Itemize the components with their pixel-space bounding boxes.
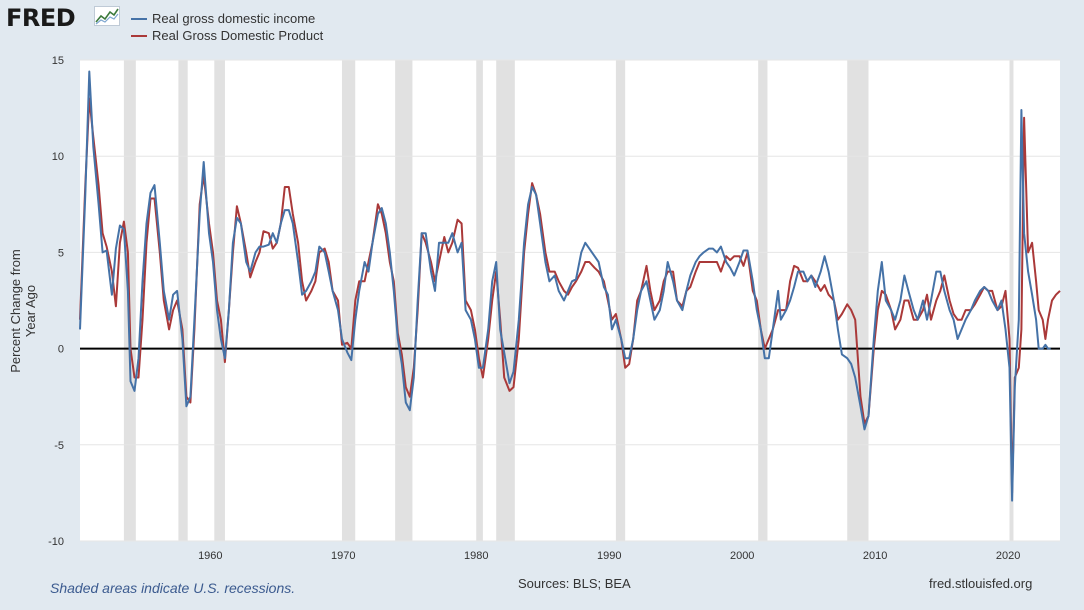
y-tick-label: -10 — [48, 536, 64, 548]
legend-swatch-gdi — [131, 17, 147, 20]
recession-band — [496, 60, 515, 541]
legend-swatch-gdp — [131, 34, 147, 37]
recession-band — [758, 60, 768, 541]
y-tick-label: -5 — [54, 440, 64, 452]
site-url[interactable]: fred.stlouisfed.org — [929, 576, 1033, 591]
recession-note: Shaded areas indicate U.S. recessions. — [50, 580, 296, 596]
chart-legend: Real gross domestic income Real Gross Do… — [131, 10, 323, 44]
y-tick-label: 10 — [52, 151, 64, 163]
legend-item-gdi[interactable]: Real gross domestic income — [131, 10, 323, 27]
recession-band — [476, 60, 483, 541]
sources-text: Sources: BLS; BEA — [518, 576, 631, 591]
recession-band — [341, 60, 356, 541]
x-tick-label: 2020 — [996, 550, 1020, 562]
gdi-line — [79, 70, 1051, 502]
legend-label-gdp: Real Gross Domestic Product — [152, 28, 324, 43]
x-tick-label: 1970 — [331, 550, 355, 562]
recession-band — [178, 60, 188, 541]
fred-logo[interactable]: FRED — [6, 4, 76, 32]
plot-area — [80, 60, 1060, 541]
recession-band — [615, 60, 626, 541]
legend-item-gdp[interactable]: Real Gross Domestic Product — [131, 27, 323, 44]
x-tick-label: 1980 — [464, 550, 488, 562]
y-tick-label: 15 — [52, 55, 64, 67]
x-tick-label: 1990 — [597, 550, 621, 562]
chart-logo-icon — [94, 6, 120, 26]
x-tick-label: 2010 — [863, 550, 887, 562]
y-tick-label: 5 — [58, 247, 64, 259]
recession-band — [214, 60, 225, 541]
legend-label-gdi: Real gross domestic income — [152, 11, 316, 26]
recession-band — [1009, 60, 1014, 541]
recession-band — [847, 60, 869, 541]
x-tick-label: 2000 — [730, 550, 754, 562]
x-tick-label: 1960 — [198, 550, 222, 562]
recession-band — [395, 60, 413, 541]
y-tick-label: 0 — [58, 344, 64, 356]
